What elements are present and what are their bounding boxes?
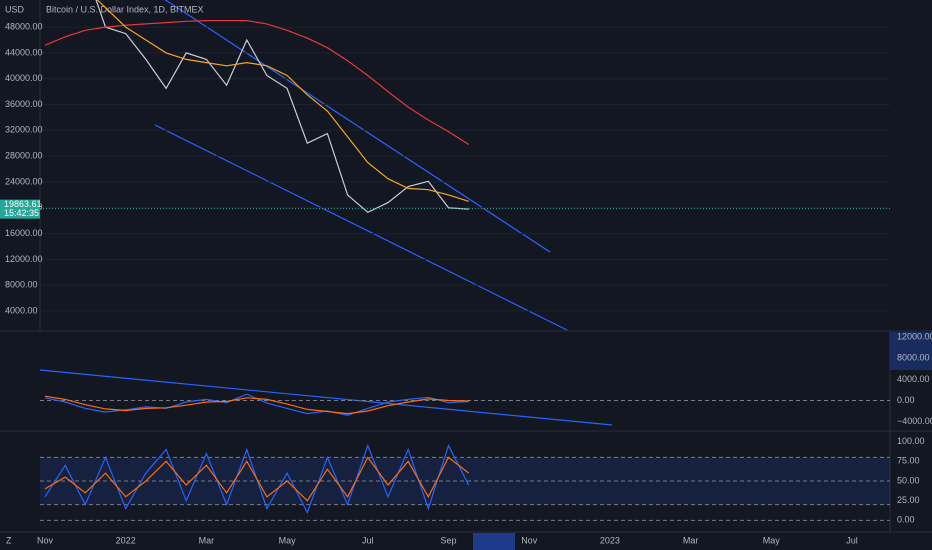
- pane: [40, 393, 890, 416]
- y-tick-label: −4000.00: [897, 416, 932, 426]
- last-price-label: 19863.61: [4, 199, 42, 209]
- y-tick-label: 25.00: [897, 495, 920, 505]
- x-tick-label: Jul: [362, 535, 374, 545]
- x-tick-label: Nov: [521, 535, 538, 545]
- last-price-box: [0, 199, 40, 219]
- series-line: [44, 456, 470, 502]
- y-tick-label: 40000.00: [5, 73, 43, 83]
- series-line: [44, 20, 470, 146]
- y-tick-label: 0.00: [897, 515, 915, 525]
- x-tick-label: 2022: [116, 535, 136, 545]
- zoom-button[interactable]: Z: [6, 535, 12, 545]
- y-tick-label: 4000.00: [897, 374, 930, 384]
- y-tick-label: 12000.00: [5, 254, 43, 264]
- pane: [40, 443, 890, 521]
- x-tick-label: May: [279, 535, 297, 545]
- y-tick-label: 44000.00: [5, 47, 43, 57]
- y-tick-label: 100.00: [897, 436, 925, 446]
- x-tick-label: May: [763, 535, 781, 545]
- y-tick-label: 8000.00: [897, 353, 930, 363]
- y-tick-label: 28000.00: [5, 151, 43, 161]
- pane: [40, 0, 890, 312]
- crosshair-value-box: [890, 332, 932, 370]
- trend-line: [154, 124, 568, 331]
- trend-line: [164, 0, 551, 253]
- y-tick-label: 32000.00: [5, 125, 43, 135]
- y-tick-label: 8000.00: [5, 280, 38, 290]
- y-tick-label: 75.00: [897, 456, 920, 466]
- symbol-title: Bitcoin / U.S. Dollar Index, 1D, BITMEX: [46, 4, 204, 14]
- x-tick-label: Mar: [199, 535, 215, 545]
- series-line: [96, 0, 469, 202]
- x-tick-label: Jul: [846, 535, 858, 545]
- crosshair-date-box: [473, 533, 515, 550]
- y-tick-label: 16000.00: [5, 228, 43, 238]
- y-tick-label: 12000.00: [897, 332, 932, 342]
- y-tick-label: 24000.00: [5, 176, 43, 186]
- x-tick-label: Nov: [37, 535, 54, 545]
- y-tick-label: 48000.00: [5, 21, 43, 31]
- y-tick-label: 50.00: [897, 475, 920, 485]
- y-tick-label: 0.00: [897, 395, 915, 405]
- x-tick-label: Sep: [440, 535, 456, 545]
- x-tick-label: 2023: [600, 535, 620, 545]
- y-tick-label: 36000.00: [5, 99, 43, 109]
- trend-line: [39, 369, 613, 426]
- countdown-label: 15:42:35: [4, 208, 39, 218]
- y-tick-label: 4000.00: [5, 305, 38, 315]
- series-line: [95, 0, 469, 214]
- currency-label: USD: [5, 4, 25, 14]
- series-line: [44, 395, 469, 415]
- x-tick-label: Mar: [683, 535, 699, 545]
